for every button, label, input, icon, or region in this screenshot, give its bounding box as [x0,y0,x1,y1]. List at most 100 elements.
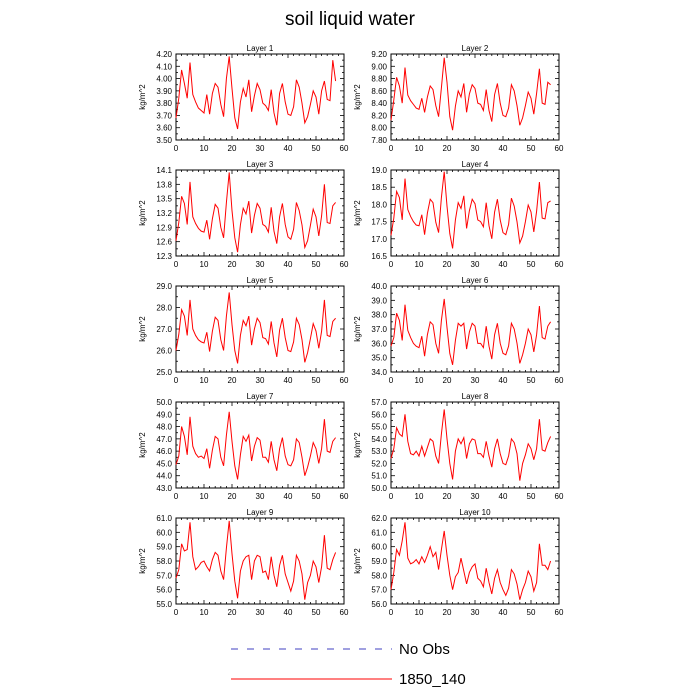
x-tick-label: 50 [312,492,321,501]
x-tick-label: 40 [284,260,293,269]
x-tick-label: 60 [340,376,349,385]
x-tick-label: 50 [527,608,536,617]
x-tick-label: 60 [555,376,564,385]
x-tick-label: 30 [471,608,480,617]
x-tick-label: 30 [256,376,265,385]
x-tick-label: 40 [284,144,293,153]
panel-frame [175,169,345,257]
y-tick-label: 26.0 [156,347,172,356]
panel-frame [390,169,560,257]
x-tick-label: 20 [443,376,452,385]
x-tick-label: 20 [228,376,237,385]
y-tick-label: 3.80 [156,99,172,108]
y-tick-label: 3.60 [156,124,172,133]
x-tick-label: 10 [415,608,424,617]
x-tick-label: 0 [389,492,394,501]
panel-layer-7: 0 10 20 30 40 50 60 43.0 44.0 45.0 46.0 47.0 48.0 49.… [138,392,349,501]
x-tick-label: 20 [228,144,237,153]
x-tick-label: 0 [174,492,179,501]
panel-layer-5: 0 10 20 30 40 50 60 25.0 26.0 27.0 28.0 29.0 Layer 5… [138,276,349,385]
y-tick-label: 54.0 [371,435,387,444]
y-tick-label: 61.0 [156,514,172,523]
y-tick-label: 46.0 [156,447,172,456]
y-tick-label: 4.20 [156,50,172,59]
panel-title: Layer 8 [462,392,489,401]
series-line [390,409,552,481]
x-tick-label: 40 [284,492,293,501]
x-tick-label: 20 [443,260,452,269]
y-axis-label: kg/m^2 [353,432,362,458]
y-tick-label: 8.60 [371,87,387,96]
x-tick-label: 50 [527,144,536,153]
x-tick-label: 20 [443,608,452,617]
series-line [175,172,336,253]
x-tick-label: 50 [527,260,536,269]
y-axis-label: kg/m^2 [138,432,147,458]
x-tick-label: 50 [312,260,321,269]
x-tick-label: 20 [228,608,237,617]
x-tick-label: 20 [443,144,452,153]
x-tick-label: 10 [200,376,209,385]
x-tick-label: 0 [174,376,179,385]
x-tick-label: 40 [284,376,293,385]
legend: No Obs 1850_140 [231,641,466,688]
y-tick-label: 7.80 [371,136,387,145]
x-tick-label: 0 [174,260,179,269]
x-tick-label: 0 [389,376,394,385]
y-tick-label: 25.0 [156,368,172,377]
y-tick-label: 4.00 [156,75,172,84]
panel-layer-1: 0 10 20 30 40 50 60 3.50 3.60 3.70 3.80 3.90 4.00 4.1… [138,44,349,153]
panel-title: Layer 5 [247,276,274,285]
x-tick-label: 10 [200,144,209,153]
y-axis-label: kg/m^2 [138,548,147,574]
y-tick-label: 50.0 [156,398,172,407]
y-tick-label: 49.0 [156,410,172,419]
x-tick-label: 0 [174,608,179,617]
y-tick-label: 8.40 [371,99,387,108]
y-tick-label: 9.20 [371,50,387,59]
y-tick-label: 59.0 [156,543,172,552]
y-tick-label: 56.0 [371,600,387,609]
x-tick-label: 40 [499,144,508,153]
y-tick-label: 4.10 [156,62,172,71]
x-tick-label: 60 [340,492,349,501]
panel-frame [390,401,560,489]
y-tick-label: 59.0 [371,557,387,566]
x-tick-label: 60 [340,608,349,617]
panel-title: Layer 10 [459,508,491,517]
x-tick-label: 60 [340,260,349,269]
panel-title: Layer 4 [462,160,489,169]
y-tick-label: 12.3 [156,252,172,261]
y-tick-label: 34.0 [371,368,387,377]
x-tick-label: 0 [389,144,394,153]
x-tick-label: 30 [256,608,265,617]
y-tick-label: 50.0 [371,484,387,493]
x-tick-label: 50 [527,492,536,501]
x-tick-label: 60 [555,492,564,501]
y-tick-label: 56.0 [371,410,387,419]
x-tick-label: 30 [471,144,480,153]
figure-title: soil liquid water [285,9,415,30]
panel-frame [175,517,345,605]
y-tick-label: 47.0 [156,435,172,444]
panel-title: Layer 2 [462,44,489,53]
y-tick-label: 27.0 [156,325,172,334]
x-tick-label: 10 [200,492,209,501]
y-tick-label: 40.0 [371,282,387,291]
x-tick-label: 0 [389,608,394,617]
y-tick-label: 58.0 [156,557,172,566]
y-tick-label: 39.0 [371,296,387,305]
panel-layer-9: 0 10 20 30 40 50 60 55.0 56.0 57.0 58.0 59.0 60.0 61.… [138,508,349,617]
series-line [175,411,336,480]
x-tick-label: 30 [256,260,265,269]
y-tick-label: 57.0 [156,571,172,580]
y-tick-label: 52.0 [371,459,387,468]
y-tick-label: 55.0 [371,423,387,432]
panel-layer-10: 0 10 20 30 40 50 60 56.0 57.0 58.0 59.0 60.0 61.0 62.… [353,508,564,617]
y-axis-label: kg/m^2 [353,316,362,342]
x-tick-label: 0 [389,260,394,269]
y-tick-label: 43.0 [156,484,172,493]
x-tick-label: 60 [555,144,564,153]
y-tick-label: 58.0 [371,571,387,580]
